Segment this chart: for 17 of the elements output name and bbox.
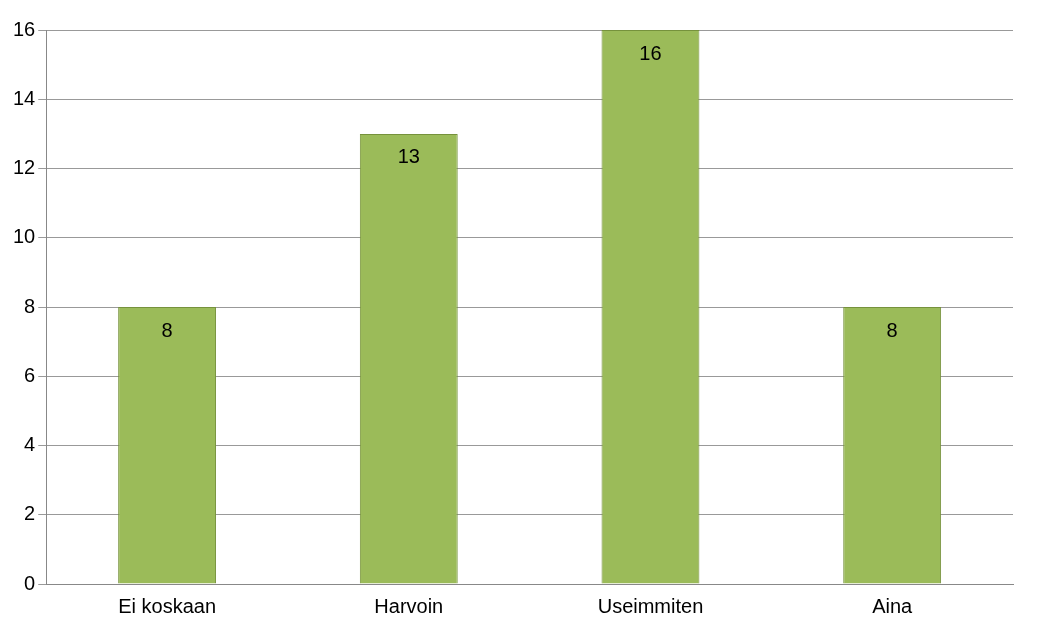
x-tick-label: Useimmiten [597,594,704,617]
x-tick-label: Ei koskaan [118,594,217,617]
data-label: 13 [397,145,420,168]
y-tick-label: 4 [24,433,36,456]
y-tick-label: 14 [13,86,36,109]
y-tick-label: 2 [24,502,36,525]
data-label: 8 [161,318,173,341]
data-label: 8 [886,318,898,341]
data-label: 16 [639,41,662,64]
x-tick-label: Harvoin [374,594,444,617]
y-tick-label: 10 [13,225,36,248]
x-tick-label: Aina [872,594,914,617]
y-tick-label: 12 [13,156,36,179]
y-tick-label: 8 [24,294,36,317]
y-tick-label: 0 [24,571,36,594]
y-tick-label: 6 [24,363,36,386]
y-tick-label: 16 [13,17,36,40]
